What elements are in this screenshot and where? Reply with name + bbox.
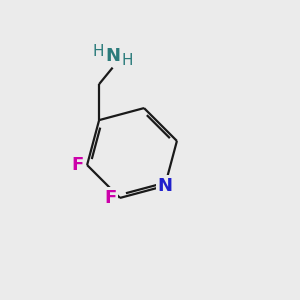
Text: H: H [92, 44, 104, 59]
Text: N: N [105, 46, 120, 64]
Text: N: N [158, 177, 172, 195]
Text: F: F [72, 156, 84, 174]
Text: F: F [105, 189, 117, 207]
Text: H: H [121, 52, 133, 68]
